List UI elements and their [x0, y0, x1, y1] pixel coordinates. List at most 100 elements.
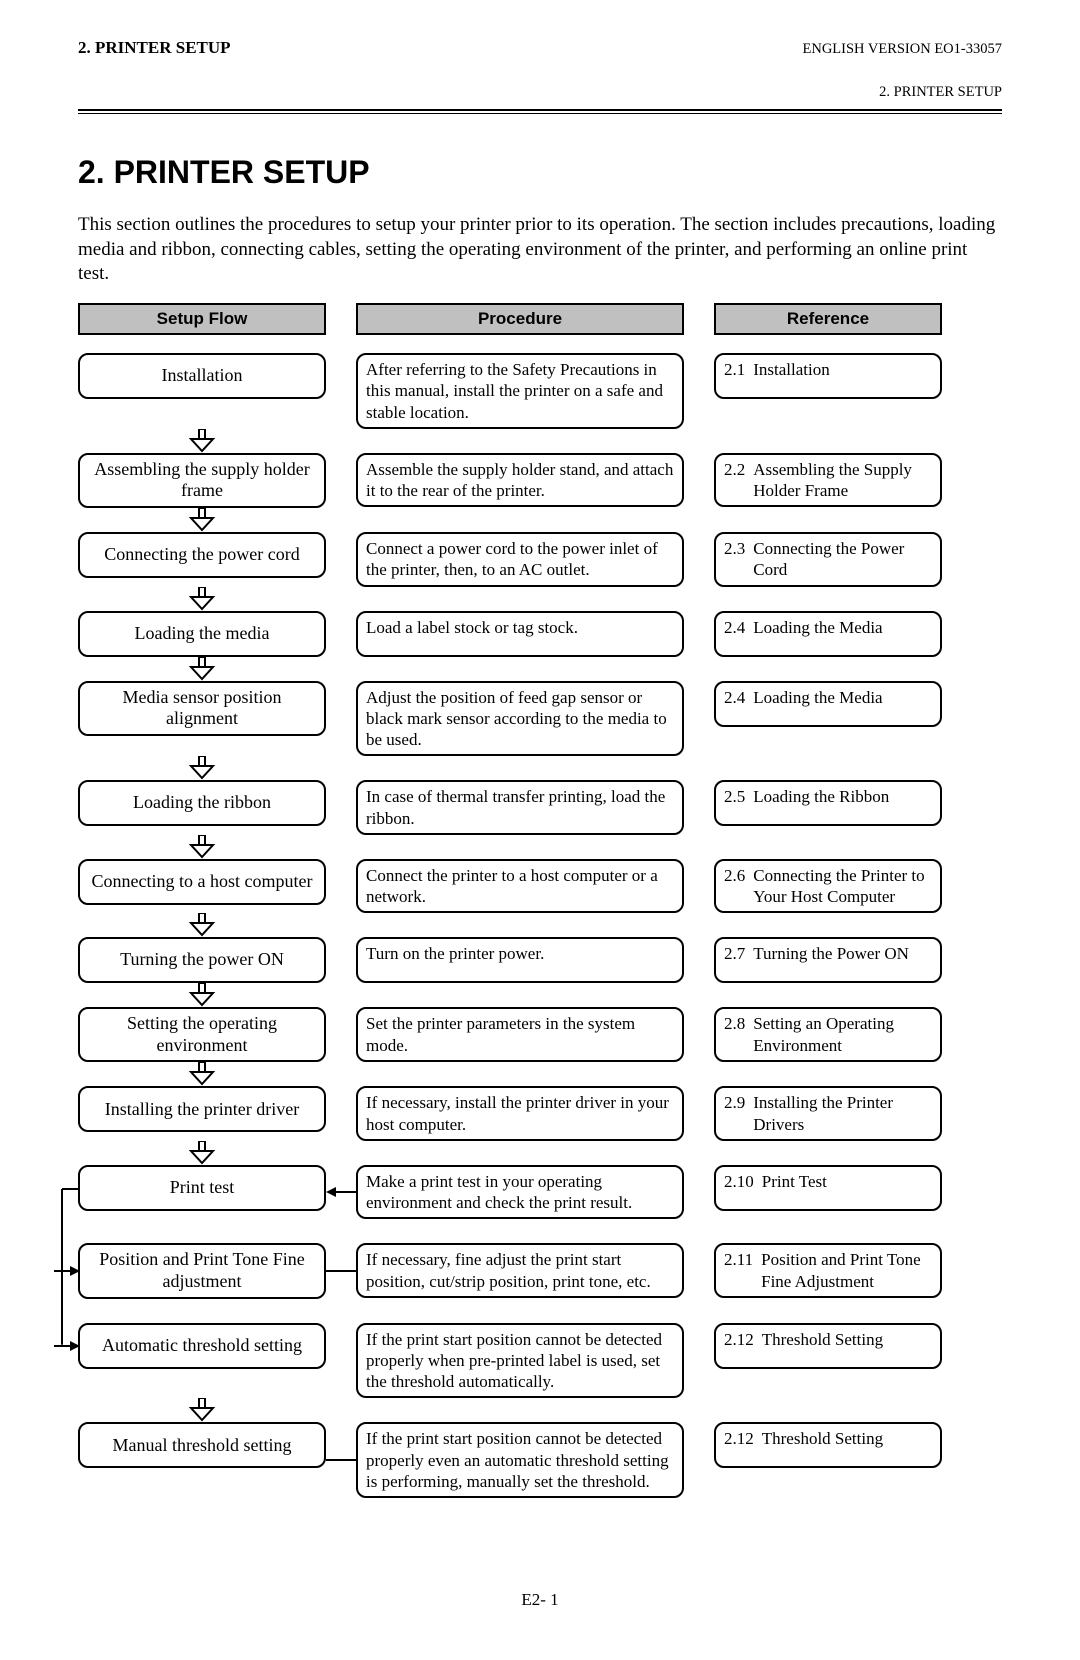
intro-paragraph: This section outlines the procedures to …	[78, 213, 1002, 287]
spacer	[714, 657, 942, 681]
reference-text: Assembling the Supply Holder Frame	[753, 459, 932, 502]
flow-step-box: Automatic threshold setting	[78, 1323, 326, 1369]
procedure-cell: If the print start position cannot be de…	[356, 1323, 684, 1399]
reference-cell: 2.4Loading the Media	[714, 611, 942, 657]
page-title: 2. PRINTER SETUP	[78, 154, 1002, 191]
spacer	[714, 1062, 942, 1086]
procedure-cell: After referring to the Safety Precaution…	[356, 353, 684, 429]
down-arrow-icon	[78, 429, 326, 453]
flow-step-box: Installation	[78, 353, 326, 399]
flow-cell: Installation	[78, 353, 326, 429]
reference-text: Connecting the Power Cord	[753, 538, 932, 581]
col-header-reference: Reference	[714, 303, 942, 335]
reference-number: 2.5	[724, 786, 753, 820]
reference-cell: 2.2Assembling the Supply Holder Frame	[714, 453, 942, 508]
procedure-box: If necessary, install the printer driver…	[356, 1086, 684, 1141]
down-arrow-icon	[78, 835, 326, 859]
flow-step-box: Assembling the supply holder frame	[78, 453, 326, 508]
procedure-cell: Connect the printer to a host computer o…	[356, 859, 684, 914]
procedure-box: If necessary, fine adjust the print star…	[356, 1243, 684, 1298]
page-header: 2. PRINTER SETUP ENGLISH VERSION EO1-330…	[78, 38, 1002, 58]
spacer	[714, 1219, 942, 1243]
reference-cell: 2.3Connecting the Power Cord	[714, 532, 942, 587]
reference-cell: 2.4Loading the Media	[714, 681, 942, 757]
flow-step-box: Position and Print Tone Fine adjustment	[78, 1243, 326, 1298]
flow-cell: Setting the operating environment	[78, 1007, 326, 1062]
flow-step-box: Loading the media	[78, 611, 326, 657]
procedure-box: Assemble the supply holder stand, and at…	[356, 453, 684, 508]
flow-step-box: Media sensor position alignment	[78, 681, 326, 736]
spacer	[78, 1498, 326, 1522]
reference-text: Turning the Power ON	[753, 943, 909, 977]
reference-text: Loading the Media	[753, 687, 882, 721]
down-arrow-icon	[78, 587, 326, 611]
spacer	[714, 913, 942, 937]
procedure-box: Make a print test in your operating envi…	[356, 1165, 684, 1220]
down-arrow-icon	[78, 1062, 326, 1086]
spacer	[356, 587, 684, 611]
reference-number: 2.1	[724, 359, 753, 393]
procedure-box: If the print start position cannot be de…	[356, 1323, 684, 1399]
flow-cell: Print test	[78, 1165, 326, 1220]
spacer	[356, 1219, 684, 1243]
down-arrow-icon	[78, 657, 326, 681]
spacer	[356, 1398, 684, 1422]
reference-box: 2.4Loading the Media	[714, 681, 942, 727]
procedure-box: Set the printer parameters in the system…	[356, 1007, 684, 1062]
reference-text: Installation	[753, 359, 829, 393]
reference-number: 2.8	[724, 1013, 753, 1056]
spacer	[356, 1498, 684, 1522]
reference-cell: 2.12Threshold Setting	[714, 1422, 942, 1498]
reference-text: Threshold Setting	[762, 1329, 883, 1363]
flow-cell: Turning the power ON	[78, 937, 326, 983]
header-left: 2. PRINTER SETUP	[78, 38, 231, 58]
procedure-box: Load a label stock or tag stock.	[356, 611, 684, 657]
procedure-box: Adjust the position of feed gap sensor o…	[356, 681, 684, 757]
spacer	[356, 508, 684, 532]
spacer	[78, 1219, 326, 1243]
spacer	[714, 587, 942, 611]
procedure-box: If the print start position cannot be de…	[356, 1422, 684, 1498]
spacer	[714, 1498, 942, 1522]
reference-box: 2.12Threshold Setting	[714, 1422, 942, 1468]
reference-cell: 2.10Print Test	[714, 1165, 942, 1220]
reference-box: 2.11Position and Print Tone Fine Adjustm…	[714, 1243, 942, 1298]
spacer	[356, 835, 684, 859]
reference-text: Threshold Setting	[762, 1428, 883, 1462]
reference-text: Position and Print Tone Fine Adjustment	[761, 1249, 932, 1292]
spacer	[714, 429, 942, 453]
page: 2. PRINTER SETUP ENGLISH VERSION EO1-330…	[0, 0, 1080, 1660]
header-subtitle: 2. PRINTER SETUP	[78, 84, 1002, 101]
procedure-box: Turn on the printer power.	[356, 937, 684, 983]
procedure-box: After referring to the Safety Precaution…	[356, 353, 684, 429]
setup-grid: Setup Flow Procedure Reference Installat…	[78, 303, 1002, 1522]
down-arrow-icon	[78, 913, 326, 937]
flow-cell: Assembling the supply holder frame	[78, 453, 326, 508]
reference-number: 2.9	[724, 1092, 753, 1135]
flow-cell: Manual threshold setting	[78, 1422, 326, 1498]
back-arrow-icon	[326, 1185, 356, 1199]
reference-cell: 2.12Threshold Setting	[714, 1323, 942, 1399]
spacer	[356, 429, 684, 453]
spacer	[356, 913, 684, 937]
down-arrow-icon	[78, 1398, 326, 1422]
procedure-cell: Assemble the supply holder stand, and at…	[356, 453, 684, 508]
procedure-cell: Turn on the printer power.	[356, 937, 684, 983]
reference-box: 2.12Threshold Setting	[714, 1323, 942, 1369]
flow-step-box: Setting the operating environment	[78, 1007, 326, 1062]
spacer	[714, 1141, 942, 1165]
reference-box: 2.1Installation	[714, 353, 942, 399]
reference-number: 2.6	[724, 865, 753, 908]
reference-cell: 2.1Installation	[714, 353, 942, 429]
connector-line	[326, 1459, 356, 1461]
procedure-cell: Connect a power cord to the power inlet …	[356, 532, 684, 587]
procedure-cell: If the print start position cannot be de…	[356, 1422, 684, 1498]
reference-cell: 2.7Turning the Power ON	[714, 937, 942, 983]
flow-cell: Automatic threshold setting	[78, 1323, 326, 1399]
spacer	[356, 1141, 684, 1165]
reference-box: 2.2Assembling the Supply Holder Frame	[714, 453, 942, 508]
flow-step-box: Installing the printer driver	[78, 1086, 326, 1132]
spacer	[356, 657, 684, 681]
spacer	[356, 756, 684, 780]
reference-cell: 2.5Loading the Ribbon	[714, 780, 942, 835]
